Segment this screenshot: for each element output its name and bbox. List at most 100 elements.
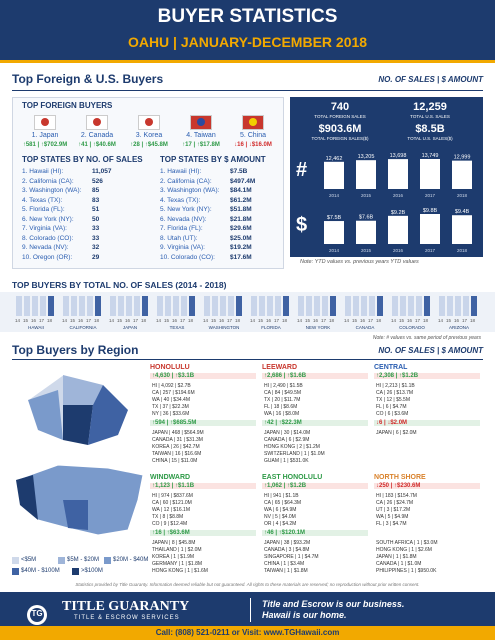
list-value: $84.1M bbox=[230, 187, 252, 194]
bar bbox=[388, 215, 408, 244]
section-legend: NO. OF SALES | $ AMOUNT bbox=[378, 75, 483, 84]
region-us: TX | 20 | $11.7M bbox=[264, 397, 301, 403]
trend-note: Note: # values vs. same period of previo… bbox=[372, 335, 481, 341]
region-total: ↑1,123 | ↑$1.1B bbox=[150, 483, 256, 489]
list-name: 7. Florida (FL): bbox=[160, 225, 203, 232]
trend-group: TEXAS bbox=[169, 325, 185, 330]
region-foreign-total: ↑46 | ↑$120.1M bbox=[262, 530, 368, 536]
region-foreign: SWITZERLAND | 1 | $1.0M bbox=[264, 451, 325, 457]
region-foreign: HONG KONG | 1 | $2.6M bbox=[376, 547, 432, 553]
trend-year: 14 bbox=[297, 318, 303, 323]
year-label: 2018 bbox=[457, 248, 468, 253]
region-us: HI | 2,213 | $1.1B bbox=[376, 383, 415, 389]
list-value: 50 bbox=[92, 215, 100, 223]
bar bbox=[452, 215, 472, 244]
total-label: TOTAL FOREIGN SALES($) bbox=[311, 136, 369, 141]
list-name: 1. Hawaii (HI): bbox=[160, 168, 202, 175]
region-name: WINDWARD bbox=[150, 474, 191, 481]
list-value: 51 bbox=[92, 206, 100, 213]
totals-panel bbox=[290, 97, 483, 257]
trend-bar bbox=[87, 296, 93, 316]
region-total: ↑1,062 | ↑$1.2B bbox=[262, 483, 368, 489]
trend-bar bbox=[24, 296, 30, 316]
trend-bar bbox=[283, 296, 289, 316]
trend-bar bbox=[353, 296, 359, 316]
trend-year: 15 bbox=[211, 318, 217, 323]
list-name: 4. Texas (TX): bbox=[22, 196, 63, 204]
legend-label: $40M - $100M bbox=[21, 568, 60, 574]
trend-year: 18 bbox=[470, 318, 476, 323]
trend-title: TOP BUYERS BY TOTAL NO. OF SALES (2014 -… bbox=[12, 280, 227, 290]
legend-label: >$100M bbox=[81, 568, 103, 574]
foreign-name: 1. Japan bbox=[31, 132, 59, 139]
trend-year: 15 bbox=[352, 318, 358, 323]
bar-label: $9.2B bbox=[391, 210, 406, 216]
contact: Call: (808) 521-0211 or Visit: www.TGHaw… bbox=[155, 628, 340, 637]
region-us: WA | 6 | $4.9M bbox=[264, 507, 297, 513]
windward-area bbox=[88, 385, 128, 445]
list-name: 10. Colorado (CO): bbox=[160, 253, 215, 261]
rule bbox=[12, 359, 483, 360]
trend-year: 15 bbox=[23, 318, 29, 323]
trend-year: 14 bbox=[15, 318, 21, 323]
trend-year: 17 bbox=[86, 318, 92, 323]
trend-bar bbox=[63, 296, 69, 316]
bar-label: $9.8B bbox=[423, 208, 438, 214]
trend-year: 16 bbox=[266, 318, 272, 323]
trend-year: 17 bbox=[133, 318, 139, 323]
bar-label: $9.4B bbox=[455, 209, 470, 215]
total-label: TOTAL U.S. SALES($) bbox=[407, 136, 453, 141]
foreign-name: 4. Taiwan bbox=[186, 132, 216, 139]
trend-year: 16 bbox=[125, 318, 131, 323]
trend-year: 17 bbox=[415, 318, 421, 323]
region-foreign: HONG KONG | 2 | $1.2M bbox=[264, 444, 320, 450]
trend-bar bbox=[189, 296, 195, 316]
region-foreign: HONG KONG | 1 | $1.6M bbox=[152, 568, 208, 574]
trend-bar bbox=[424, 296, 430, 316]
trend-bar bbox=[142, 296, 148, 316]
trend-bar bbox=[369, 296, 375, 316]
region-foreign-total: ↑16 | ↑$63.6M bbox=[150, 530, 256, 536]
trend-year: 14 bbox=[203, 318, 209, 323]
trend-year: 18 bbox=[235, 318, 241, 323]
trend-bar bbox=[16, 296, 22, 316]
year-label: 2017 bbox=[425, 248, 436, 253]
trend-year: 18 bbox=[94, 318, 100, 323]
region-foreign: JAPAN | 468 | $564.9M bbox=[152, 430, 204, 436]
trend-bar bbox=[110, 296, 116, 316]
bar bbox=[420, 214, 440, 244]
region-us: CA | 257 | $194.6M bbox=[152, 390, 195, 396]
trend-year: 17 bbox=[321, 318, 327, 323]
region-total: ↓250 | ↑$230.6M bbox=[374, 483, 480, 489]
region-us: TX | 37 | $22.3M bbox=[152, 404, 189, 410]
trend-year: 14 bbox=[438, 318, 444, 323]
trend-bar bbox=[400, 296, 406, 316]
texas-area bbox=[63, 500, 88, 530]
trend-bar bbox=[181, 296, 187, 316]
legend-swatch bbox=[12, 557, 19, 564]
bar-label: $7.6B bbox=[359, 215, 374, 221]
bar bbox=[324, 161, 344, 189]
foreign-name: 5. China bbox=[239, 132, 267, 139]
trend-bar bbox=[275, 296, 281, 316]
subtitle: OAHU | JANUARY-DECEMBER 2018 bbox=[127, 34, 368, 50]
trend-year: 17 bbox=[227, 318, 233, 323]
trend-bar bbox=[173, 296, 179, 316]
foreign-stats: ↑581 | ↑$702.9M bbox=[22, 142, 68, 148]
bar bbox=[356, 160, 376, 189]
header-stripe bbox=[0, 60, 495, 63]
list-value: $19.2M bbox=[230, 244, 252, 251]
trend-group: CANADA bbox=[355, 325, 375, 330]
trend-year: 18 bbox=[282, 318, 288, 323]
trend-year: 17 bbox=[462, 318, 468, 323]
region-total: ↑2,686 | ↑$1.6B bbox=[262, 373, 368, 379]
trend-year: 15 bbox=[117, 318, 123, 323]
list-value: $17.6M bbox=[230, 253, 252, 261]
list-title: TOP STATES BY $ AMOUNT bbox=[160, 155, 266, 164]
region-foreign: GUAM | 1 | $531.0K bbox=[264, 458, 309, 464]
trend-bar bbox=[330, 296, 336, 316]
foreign-stats: ↑28 | ↑$45.8M bbox=[130, 142, 168, 148]
trend-bar bbox=[212, 296, 218, 316]
trend-group: HAWAII bbox=[28, 325, 44, 330]
